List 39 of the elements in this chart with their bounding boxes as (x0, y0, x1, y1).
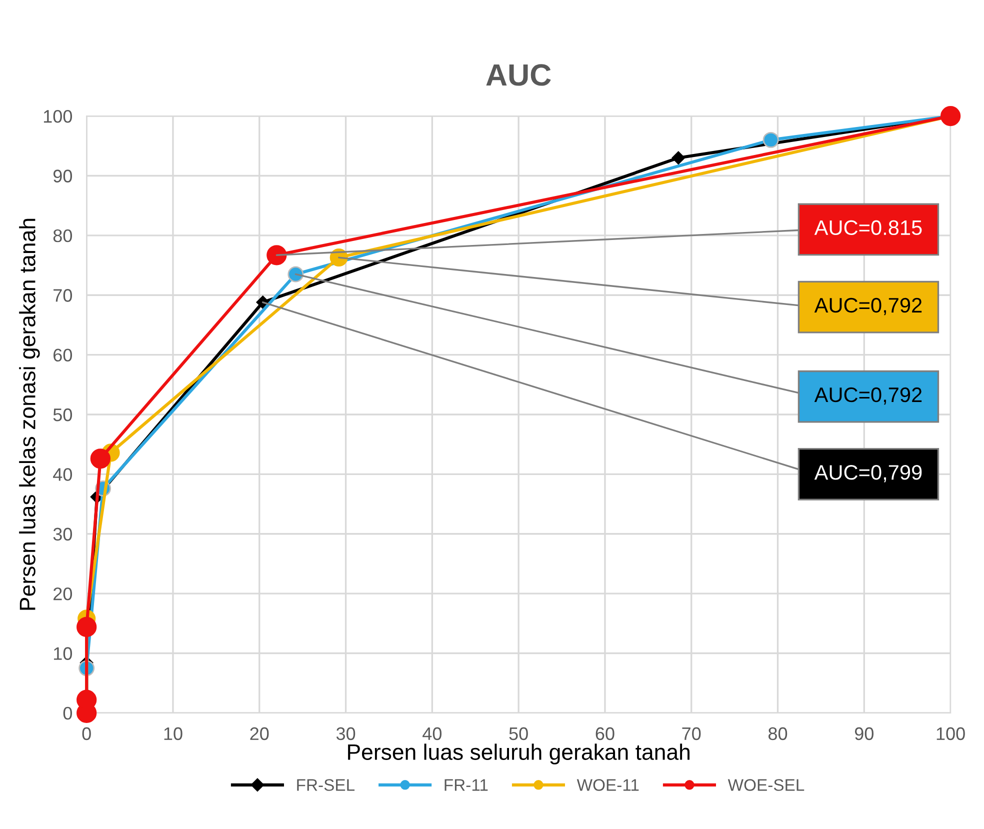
x-tick-label: 40 (422, 727, 442, 740)
annotation: AUC=0.815 (814, 220, 922, 236)
point (288, 266, 304, 282)
x-tick-label: 50 (509, 727, 528, 740)
x-tick-label: 100 (936, 727, 965, 740)
y-tick-label: 0 (63, 706, 72, 720)
y-tick-label: 100 (44, 110, 72, 123)
legend-label: FR-11 (444, 779, 488, 791)
y-tick-label: 50 (53, 408, 72, 422)
x-tick-label: 60 (596, 727, 614, 740)
annotation: AUC=0,792 (814, 298, 922, 316)
x-tick-label: 0 (82, 727, 91, 740)
x-tick-label: 30 (336, 727, 356, 740)
y-tick-label: 30 (53, 528, 72, 541)
point (672, 151, 685, 164)
x-tick-label: 10 (164, 727, 182, 740)
x-tick-label: 70 (682, 727, 701, 740)
annotation: AUC=0,799 (814, 465, 922, 482)
point (76, 616, 97, 638)
legend-label: WOE-11 (576, 779, 639, 791)
y-tick-label: 70 (54, 289, 72, 302)
y-tick-label: 90 (53, 170, 72, 182)
y-axis-title: Persen luas kelas zonasi gerakan tanah (19, 218, 40, 610)
point (90, 448, 110, 469)
x-axis-title: Persen luas seluruh gerakan tanah (348, 744, 690, 764)
point (266, 245, 287, 266)
legend-label: FR-SEL (297, 779, 355, 791)
annotation: AUC=0,792 (814, 387, 922, 405)
x-tick-label: 20 (250, 727, 269, 740)
y-tick-label: 40 (53, 468, 72, 481)
x-tick-label: 80 (768, 727, 788, 740)
legend-label: WOE-SEL (728, 779, 804, 791)
x-tick-label: 90 (854, 727, 874, 740)
point (762, 132, 779, 148)
y-tick-label: 20 (54, 588, 72, 600)
y-tick-label: 60 (54, 348, 72, 362)
y-tick-label: 10 (54, 647, 72, 660)
y-tick-label: 80 (53, 229, 72, 242)
chart-title: AUC (486, 64, 551, 86)
